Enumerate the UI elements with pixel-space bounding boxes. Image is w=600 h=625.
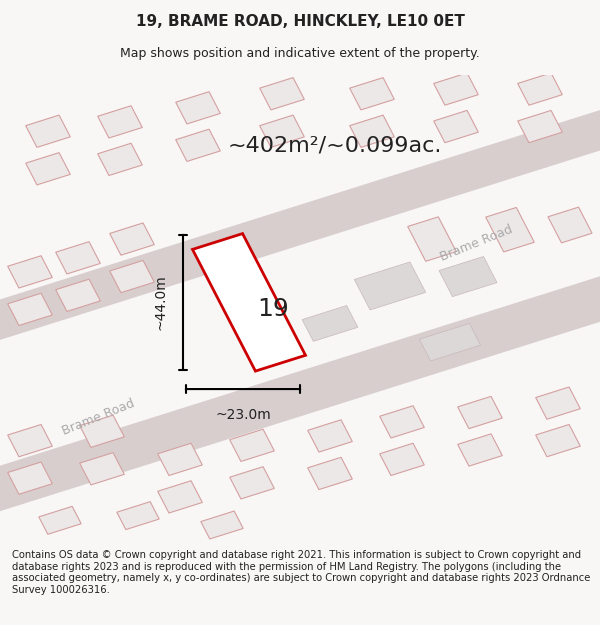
Polygon shape xyxy=(8,293,52,326)
Polygon shape xyxy=(0,0,600,594)
Polygon shape xyxy=(308,420,352,452)
Polygon shape xyxy=(230,429,274,461)
Polygon shape xyxy=(176,92,220,124)
Polygon shape xyxy=(98,106,142,138)
Polygon shape xyxy=(8,256,52,288)
Polygon shape xyxy=(536,387,580,419)
Polygon shape xyxy=(56,242,100,274)
Polygon shape xyxy=(439,256,497,297)
Polygon shape xyxy=(260,115,304,148)
Polygon shape xyxy=(458,396,502,429)
Polygon shape xyxy=(8,462,52,494)
Polygon shape xyxy=(518,73,562,105)
Polygon shape xyxy=(158,443,202,476)
Polygon shape xyxy=(434,73,478,105)
Polygon shape xyxy=(176,129,220,161)
Polygon shape xyxy=(350,78,394,110)
Polygon shape xyxy=(80,452,124,485)
Text: ~44.0m: ~44.0m xyxy=(154,274,168,330)
Polygon shape xyxy=(308,458,352,489)
Polygon shape xyxy=(230,467,274,499)
Polygon shape xyxy=(518,111,562,142)
Polygon shape xyxy=(26,115,70,148)
Polygon shape xyxy=(80,415,124,447)
Polygon shape xyxy=(380,406,424,438)
Polygon shape xyxy=(193,234,305,371)
Polygon shape xyxy=(158,481,202,513)
Polygon shape xyxy=(98,143,142,176)
Polygon shape xyxy=(355,262,425,310)
Polygon shape xyxy=(110,261,154,292)
Text: 19, BRAME ROAD, HINCKLEY, LE10 0ET: 19, BRAME ROAD, HINCKLEY, LE10 0ET xyxy=(136,14,464,29)
Polygon shape xyxy=(434,111,478,142)
Text: Brame Road: Brame Road xyxy=(60,397,136,437)
Polygon shape xyxy=(39,506,81,534)
Polygon shape xyxy=(548,207,592,243)
Text: Map shows position and indicative extent of the property.: Map shows position and indicative extent… xyxy=(120,48,480,61)
Polygon shape xyxy=(380,443,424,476)
Polygon shape xyxy=(536,424,580,457)
Text: 19: 19 xyxy=(257,298,289,321)
Polygon shape xyxy=(302,306,358,341)
Polygon shape xyxy=(8,424,52,457)
Polygon shape xyxy=(419,323,481,361)
Polygon shape xyxy=(26,152,70,185)
Polygon shape xyxy=(0,23,600,625)
Polygon shape xyxy=(408,217,456,261)
Polygon shape xyxy=(201,511,243,539)
Text: ~402m²/~0.099ac.: ~402m²/~0.099ac. xyxy=(228,135,442,155)
Polygon shape xyxy=(56,279,100,311)
Text: ~23.0m: ~23.0m xyxy=(215,408,271,422)
Polygon shape xyxy=(458,434,502,466)
Polygon shape xyxy=(350,115,394,148)
Polygon shape xyxy=(486,208,534,252)
Text: Contains OS data © Crown copyright and database right 2021. This information is : Contains OS data © Crown copyright and d… xyxy=(12,550,590,595)
Polygon shape xyxy=(110,223,154,255)
Polygon shape xyxy=(117,502,159,529)
Text: Brame Road: Brame Road xyxy=(438,223,514,264)
Polygon shape xyxy=(260,78,304,110)
